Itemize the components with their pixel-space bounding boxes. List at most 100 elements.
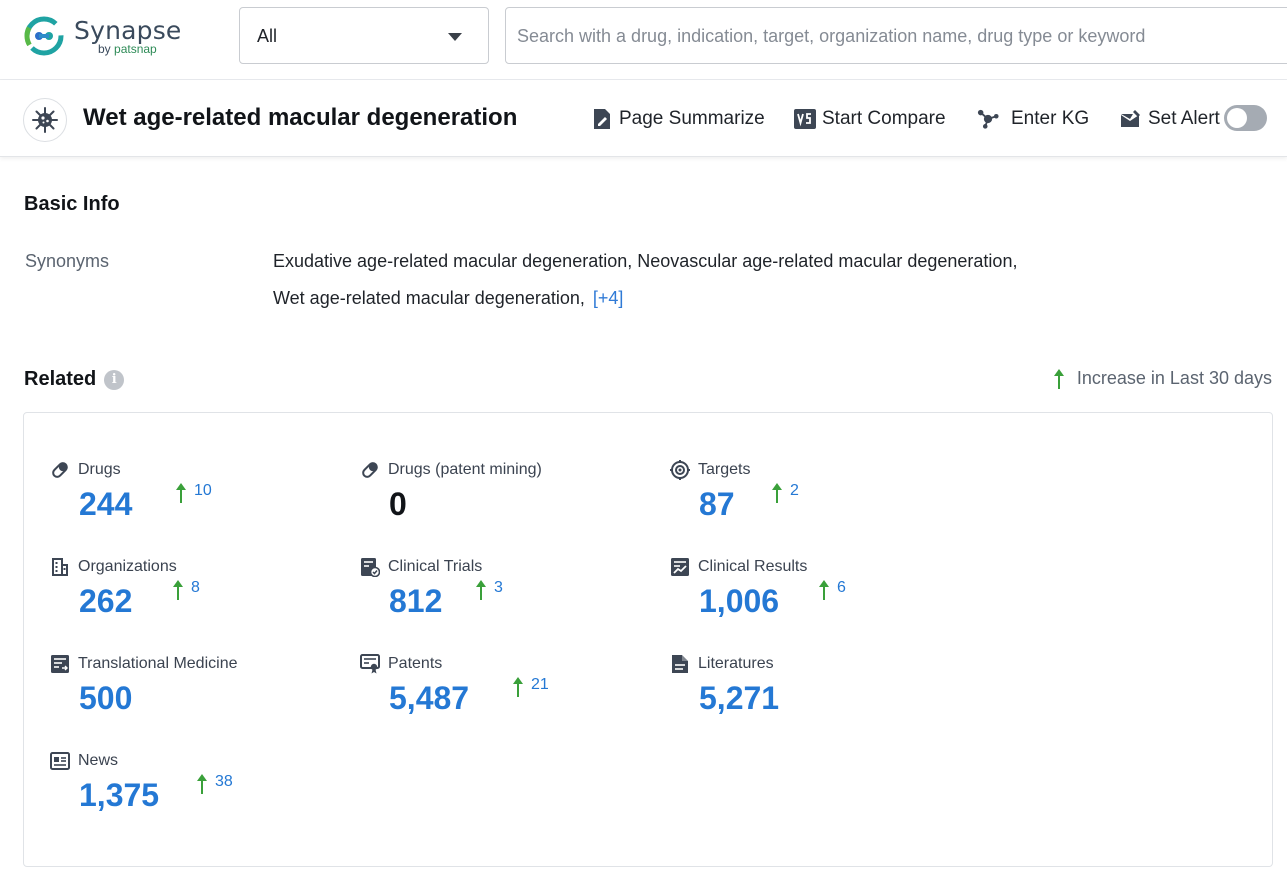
file-icon bbox=[670, 654, 690, 674]
stat-translational-label: Translational Medicine bbox=[78, 655, 238, 672]
logo-by: by bbox=[98, 42, 111, 56]
start-compare-button[interactable]: Start Compare bbox=[794, 106, 946, 132]
stat-clinical-trials-value[interactable]: 812 bbox=[389, 583, 443, 619]
stat-drugs[interactable]: Drugs 244 10 bbox=[50, 460, 340, 540]
stat-drugs-patent-value: 0 bbox=[389, 486, 407, 522]
arrow-up-icon bbox=[475, 580, 487, 600]
stat-organizations[interactable]: Organizations 262 8 bbox=[50, 557, 340, 637]
synonyms-label: Synonyms bbox=[25, 251, 110, 271]
basic-info-title: Basic Info bbox=[24, 193, 120, 215]
alert-toggle[interactable] bbox=[1224, 105, 1267, 131]
stat-news-label: News bbox=[78, 752, 119, 769]
arrow-up-icon bbox=[512, 677, 524, 697]
stat-clinical-results-increase[interactable]: 6 bbox=[818, 578, 846, 600]
pill-icon bbox=[50, 460, 70, 480]
entity-title-bar: Wet age-related macular degeneration Pag… bbox=[0, 80, 1287, 157]
stat-patents-header: Patents bbox=[360, 654, 442, 674]
caret-down-icon bbox=[448, 33, 462, 41]
stat-drugs-patent-label: Drugs (patent mining) bbox=[388, 461, 542, 478]
stat-targets-increase[interactable]: 2 bbox=[771, 481, 799, 503]
stat-news-header: News bbox=[50, 751, 118, 771]
pill-icon bbox=[360, 460, 380, 480]
arrow-up-icon bbox=[771, 483, 783, 503]
stat-drugs-increase[interactable]: 10 bbox=[175, 481, 212, 503]
stat-organizations-value[interactable]: 262 bbox=[79, 583, 133, 619]
stat-targets-header: Targets bbox=[670, 460, 750, 480]
set-alert-button[interactable]: Set Alert bbox=[1120, 106, 1220, 132]
stat-clinical-results[interactable]: Clinical Results 1,006 6 bbox=[670, 557, 960, 637]
stat-news-increase[interactable]: 38 bbox=[196, 772, 233, 794]
synapse-logo[interactable]: Synapse by patsnap bbox=[22, 14, 192, 60]
stat-literatures-label: Literatures bbox=[698, 655, 774, 672]
stat-patents-label: Patents bbox=[388, 655, 443, 672]
enter-kg-button[interactable]: Enter KG bbox=[977, 106, 1089, 132]
search-input[interactable] bbox=[517, 22, 1277, 50]
arrow-up-icon bbox=[818, 580, 830, 600]
start-compare-label: Start Compare bbox=[822, 108, 946, 129]
virus-icon bbox=[23, 98, 67, 142]
stat-clinical-results-header: Clinical Results bbox=[670, 557, 807, 577]
increase-legend: Increase in Last 30 days bbox=[1053, 368, 1272, 389]
stat-clinical-results-increase-value: 6 bbox=[837, 579, 846, 596]
synonyms-more-link[interactable]: [+4] bbox=[592, 288, 624, 308]
stat-news[interactable]: News 1,375 38 bbox=[50, 751, 340, 831]
stat-patents-increase-value: 21 bbox=[531, 676, 549, 693]
stat-drugs-header: Drugs bbox=[50, 460, 121, 480]
stat-clinical-trials-increase[interactable]: 3 bbox=[475, 578, 503, 600]
newspaper-icon bbox=[50, 751, 70, 771]
alert-icon bbox=[1120, 108, 1142, 130]
stat-clinical-results-value[interactable]: 1,006 bbox=[699, 583, 780, 619]
stat-organizations-increase-value: 8 bbox=[191, 579, 200, 596]
stat-clinical-results-label: Clinical Results bbox=[698, 558, 808, 575]
logo-company: patsnap bbox=[114, 42, 157, 56]
set-alert-label: Set Alert bbox=[1148, 108, 1220, 129]
stat-patents-value[interactable]: 5,487 bbox=[389, 680, 470, 716]
stat-drugs-label: Drugs bbox=[78, 461, 121, 478]
knowledge-graph-icon bbox=[977, 108, 999, 130]
stat-patents[interactable]: Patents 5,487 21 bbox=[360, 654, 650, 734]
arrow-up-icon bbox=[175, 483, 187, 503]
stat-translational-header: Translational Medicine bbox=[50, 654, 237, 674]
related-title: Related i bbox=[24, 368, 125, 391]
info-icon[interactable]: i bbox=[104, 369, 125, 390]
stat-translational-value[interactable]: 500 bbox=[79, 680, 133, 716]
stat-drugs-value[interactable]: 244 bbox=[79, 486, 133, 522]
top-bar: Synapse by patsnap All bbox=[0, 0, 1287, 80]
page-summarize-label: Page Summarize bbox=[619, 108, 765, 129]
stat-drugs-patent-mining[interactable]: Drugs (patent mining) 0 bbox=[360, 460, 650, 540]
page-summarize-button[interactable]: Page Summarize bbox=[591, 106, 765, 132]
stat-patents-increase[interactable]: 21 bbox=[512, 675, 549, 697]
stat-translational-medicine[interactable]: Translational Medicine 500 bbox=[50, 654, 340, 734]
search-scope-value: All bbox=[257, 26, 278, 46]
stat-drugs-patent-header: Drugs (patent mining) bbox=[360, 460, 542, 480]
synapse-logo-icon bbox=[24, 16, 64, 56]
stat-news-value[interactable]: 1,375 bbox=[79, 777, 160, 813]
stat-literatures-value[interactable]: 5,271 bbox=[699, 680, 780, 716]
stat-clinical-trials[interactable]: Clinical Trials 812 3 bbox=[360, 557, 650, 637]
stat-organizations-label: Organizations bbox=[78, 558, 177, 575]
related-title-text: Related bbox=[24, 368, 97, 390]
stat-clinical-trials-increase-value: 3 bbox=[494, 579, 503, 596]
search-box[interactable] bbox=[505, 7, 1287, 64]
stat-targets-label: Targets bbox=[698, 461, 751, 478]
summarize-icon bbox=[591, 108, 613, 130]
target-icon bbox=[670, 460, 690, 480]
search-scope-select[interactable]: All bbox=[239, 7, 489, 64]
document-list-icon bbox=[50, 654, 70, 674]
page-title: Wet age-related macular degeneration bbox=[83, 104, 518, 131]
stat-literatures[interactable]: Literatures 5,271 bbox=[670, 654, 960, 734]
clipboard-icon bbox=[360, 557, 380, 577]
synonyms-line-2-text: Wet age-related macular degeneration, bbox=[273, 288, 585, 308]
alert-toggle-knob bbox=[1227, 108, 1247, 128]
stat-targets-value[interactable]: 87 bbox=[699, 486, 735, 522]
related-stats-card: Drugs 244 10 Drugs (patent mining) 0 Tar… bbox=[23, 412, 1273, 867]
compare-icon bbox=[794, 108, 816, 130]
stat-organizations-increase[interactable]: 8 bbox=[172, 578, 200, 600]
stat-news-increase-value: 38 bbox=[215, 773, 233, 790]
arrow-up-icon bbox=[1053, 368, 1065, 389]
stat-clinical-trials-header: Clinical Trials bbox=[360, 557, 482, 577]
stat-targets[interactable]: Targets 87 2 bbox=[670, 460, 960, 540]
logo-name: Synapse bbox=[74, 16, 182, 45]
certificate-icon bbox=[360, 654, 380, 674]
logo-subtitle: by patsnap bbox=[98, 42, 157, 56]
